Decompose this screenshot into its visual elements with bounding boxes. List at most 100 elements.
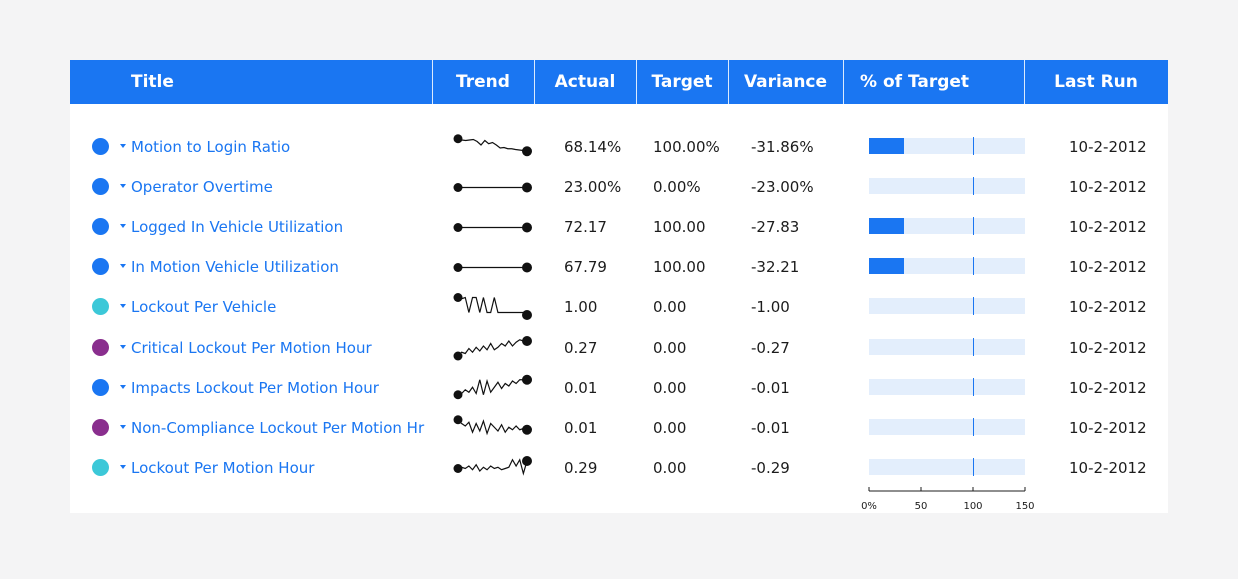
sparkline-end-point bbox=[522, 262, 532, 273]
kpi-title-link[interactable]: Lockout Per Vehicle bbox=[131, 298, 277, 317]
column-header-target[interactable]: Target bbox=[651, 72, 713, 92]
column-header-trend[interactable]: Trend bbox=[456, 72, 510, 92]
target-value: 100.00 bbox=[653, 258, 706, 277]
kpi-title-link[interactable]: Logged In Vehicle Utilization bbox=[131, 218, 344, 237]
last-run-value: 10-2-2012 bbox=[1069, 138, 1147, 156]
table-row: Non-Compliance Lockout Per Motion Hr 0.0… bbox=[70, 408, 1168, 448]
last-run-value: 10-2-2012 bbox=[1069, 378, 1147, 397]
trend-sparkline bbox=[453, 374, 532, 399]
column-header-last-run[interactable]: Last Run bbox=[1054, 72, 1138, 92]
pct-target-bar bbox=[869, 177, 1025, 196]
sparkline-path bbox=[457, 338, 527, 356]
sparkline-path bbox=[457, 378, 527, 395]
table-row: In Motion Vehicle Utilization 67.79 100.… bbox=[70, 247, 1168, 287]
table-row: Motion to Login Ratio 68.14% 100.00% -31… bbox=[70, 127, 1168, 167]
variance-value: -1.00 bbox=[751, 298, 790, 317]
status-dot bbox=[92, 178, 109, 196]
column-divider bbox=[636, 60, 637, 104]
pct-target-marker bbox=[973, 417, 974, 436]
trend-sparkline bbox=[453, 134, 532, 157]
variance-value: -23.00% bbox=[751, 178, 814, 197]
caret-down-icon[interactable] bbox=[120, 144, 126, 148]
status-dot bbox=[92, 378, 109, 396]
table-row: Critical Lockout Per Motion Hour 0.27 0.… bbox=[70, 328, 1168, 368]
caret-down-icon[interactable] bbox=[120, 344, 126, 349]
last-run-value: 10-2-2012 bbox=[1069, 418, 1147, 437]
caret-down-icon[interactable] bbox=[120, 304, 126, 309]
status-dot bbox=[92, 218, 109, 236]
target-value: 100.00% bbox=[653, 138, 720, 156]
actual-value: 1.00 bbox=[564, 298, 598, 317]
status-dot bbox=[92, 338, 109, 356]
sparkline-end-point bbox=[522, 455, 532, 466]
column-divider bbox=[534, 60, 535, 104]
actual-value: 72.17 bbox=[564, 218, 607, 237]
pct-target-bar bbox=[869, 217, 1025, 236]
actual-value: 23.00% bbox=[564, 178, 622, 197]
trend-sparkline bbox=[453, 455, 532, 476]
status-dot bbox=[92, 298, 109, 316]
kpi-title-link[interactable]: Lockout Per Motion Hour bbox=[131, 458, 315, 477]
sparkline-end-point bbox=[522, 424, 532, 435]
last-run-value: 10-2-2012 bbox=[1069, 338, 1147, 357]
target-value: 0.00 bbox=[653, 298, 687, 317]
caret-down-icon[interactable] bbox=[120, 264, 126, 269]
variance-value: -0.01 bbox=[751, 418, 790, 437]
kpi-title-link[interactable]: Non-Compliance Lockout Per Motion Hr bbox=[131, 418, 425, 437]
actual-value: 0.01 bbox=[564, 378, 598, 397]
pct-target-marker bbox=[973, 137, 974, 155]
trend-sparkline bbox=[453, 182, 532, 193]
pct-target-bar-fill bbox=[869, 218, 905, 235]
pct-target-axis: 0% 50 100 150 bbox=[861, 487, 1035, 512]
column-header-actual[interactable]: Actual bbox=[554, 72, 616, 92]
last-run-value: 10-2-2012 bbox=[1069, 298, 1147, 317]
target-value: 0.00% bbox=[653, 178, 701, 197]
kpi-title-link[interactable]: In Motion Vehicle Utilization bbox=[131, 258, 339, 277]
trend-sparkline bbox=[453, 335, 532, 360]
table-row: Operator Overtime 23.00% 0.00% -23.00% 1… bbox=[70, 167, 1168, 207]
pct-target-bar-fill bbox=[869, 258, 905, 275]
caret-down-icon[interactable] bbox=[120, 184, 126, 189]
column-header-variance[interactable]: Variance bbox=[743, 72, 828, 92]
kpi-table: Title Trend Actual Target Variance % of … bbox=[70, 60, 1168, 513]
pct-target-marker bbox=[973, 297, 974, 316]
sparkline-path bbox=[457, 457, 528, 476]
caret-down-icon[interactable] bbox=[120, 464, 126, 469]
trend-sparkline bbox=[453, 293, 532, 321]
kpi-title-link[interactable]: Motion to Login Ratio bbox=[131, 138, 291, 156]
sparkline-path bbox=[457, 138, 528, 152]
last-run-value: 10-2-2012 bbox=[1069, 258, 1147, 277]
column-header-pct-target[interactable]: % of Target bbox=[860, 72, 970, 92]
kpi-title-link[interactable]: Critical Lockout Per Motion Hour bbox=[131, 338, 372, 357]
kpi-title-link[interactable]: Impacts Lockout Per Motion Hour bbox=[131, 378, 379, 397]
pct-target-bar bbox=[869, 137, 1025, 155]
caret-down-icon[interactable] bbox=[120, 384, 126, 389]
actual-value: 0.27 bbox=[564, 338, 598, 357]
status-dot bbox=[92, 458, 109, 476]
pct-target-bar-fill bbox=[869, 138, 905, 154]
pct-target-bar bbox=[869, 457, 1025, 476]
sparkline-start-point bbox=[453, 463, 463, 473]
column-divider bbox=[432, 60, 433, 104]
pct-target-bar bbox=[869, 377, 1025, 396]
variance-value: -27.83 bbox=[751, 218, 800, 237]
pct-target-bar bbox=[869, 337, 1025, 356]
sparkline-start-point bbox=[453, 223, 463, 233]
kpi-title-link[interactable]: Operator Overtime bbox=[131, 178, 273, 197]
pct-target-bar bbox=[869, 257, 1025, 276]
caret-down-icon[interactable] bbox=[120, 224, 126, 229]
axis-tick-label: 100 bbox=[963, 501, 982, 512]
column-header-title[interactable]: Title bbox=[131, 72, 174, 92]
pct-target-marker bbox=[973, 337, 974, 356]
variance-value: -0.01 bbox=[751, 378, 790, 397]
actual-value: 67.79 bbox=[564, 258, 607, 277]
axis-tick-label: 50 bbox=[915, 501, 928, 512]
sparkline-start-point bbox=[453, 134, 463, 144]
pct-target-marker bbox=[973, 177, 974, 196]
axis-tick-label: 0% bbox=[861, 501, 877, 512]
pct-target-marker bbox=[973, 457, 974, 476]
sparkline-end-point bbox=[522, 310, 532, 321]
column-divider bbox=[728, 60, 729, 104]
caret-down-icon[interactable] bbox=[120, 424, 126, 429]
target-value: 0.00 bbox=[653, 338, 687, 357]
